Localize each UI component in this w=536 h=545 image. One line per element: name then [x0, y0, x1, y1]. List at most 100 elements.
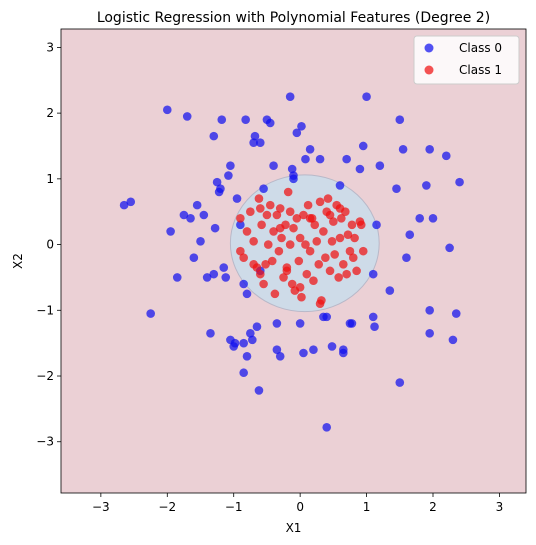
- class-0-point: [199, 210, 209, 220]
- class-0-point: [342, 154, 351, 164]
- class-1-point: [337, 213, 346, 223]
- class-0-point: [425, 144, 434, 154]
- y-tick-label: −2: [36, 369, 54, 383]
- class-1-point: [315, 197, 325, 207]
- class-0-point: [327, 342, 337, 351]
- class-1-point: [246, 207, 255, 217]
- class-0-point: [259, 184, 268, 194]
- class-0-point: [126, 197, 136, 207]
- class-0-point: [395, 378, 405, 387]
- class-0-point: [287, 164, 297, 174]
- x-tick-label: 1: [363, 500, 371, 514]
- class-1-point: [348, 253, 358, 263]
- x-tick-label: 2: [429, 500, 437, 514]
- class-0-point: [196, 236, 205, 246]
- class-0-point: [295, 319, 305, 328]
- class-0-point: [385, 286, 395, 295]
- class-1-point: [335, 233, 345, 243]
- class-1-point: [287, 279, 297, 289]
- class-0-point: [254, 386, 264, 395]
- class-1-point: [236, 213, 245, 223]
- class-1-point: [303, 200, 313, 210]
- class-0-point: [192, 200, 202, 210]
- class-1-point: [249, 236, 258, 246]
- chart-title: Logistic Regression with Polynomial Feat…: [97, 10, 490, 26]
- class-0-point: [347, 319, 357, 328]
- y-tick-label: 2: [46, 106, 54, 120]
- class-1-point: [254, 194, 264, 203]
- class-0-point: [217, 115, 227, 124]
- class-0-point: [248, 335, 257, 345]
- class-0-point: [246, 328, 255, 338]
- class-0-point: [392, 184, 401, 194]
- class-0-point: [221, 273, 231, 282]
- class-0-point: [425, 305, 434, 315]
- class-0-point: [209, 269, 219, 279]
- class-0-point: [402, 253, 411, 263]
- class-0-point: [206, 328, 215, 338]
- y-tick-label: 3: [46, 40, 54, 54]
- class-1-point: [257, 220, 266, 230]
- class-0-point: [209, 131, 219, 141]
- class-1-point: [239, 253, 248, 263]
- points-layer: [119, 92, 464, 432]
- class-0-point: [315, 154, 325, 164]
- class-1-point: [342, 269, 351, 279]
- class-1-point: [285, 240, 295, 249]
- class-0-point: [272, 345, 282, 355]
- legend: Class 0 Class 1: [413, 35, 520, 85]
- class-0-point: [405, 230, 415, 240]
- class-1-point: [352, 266, 361, 276]
- class-0-point: [305, 144, 315, 154]
- class-1-point: [275, 223, 285, 233]
- class-1-point: [350, 233, 359, 243]
- class-0-point: [398, 144, 408, 154]
- class-1-point: [302, 269, 312, 279]
- class-0-point: [425, 328, 434, 338]
- class-0-point: [241, 115, 250, 124]
- class-1-point: [309, 276, 318, 286]
- class-1-point: [282, 266, 292, 276]
- class-1-point: [289, 223, 298, 233]
- class-1-point: [305, 246, 315, 256]
- class-1-point: [325, 266, 335, 276]
- class-0-point: [210, 223, 220, 233]
- y-tick-label: −1: [36, 303, 54, 317]
- class-1-point: [330, 250, 339, 259]
- class-1-point: [312, 236, 322, 246]
- class-1-point: [325, 210, 335, 220]
- class-1-point: [315, 299, 325, 309]
- class-1-point: [279, 273, 288, 282]
- class-0-point: [252, 322, 262, 332]
- class-0-point: [242, 351, 252, 361]
- class-1-point: [275, 204, 285, 213]
- class-0-point: [451, 309, 461, 318]
- class-1-point: [339, 259, 348, 269]
- class-0-point: [202, 273, 212, 282]
- class-0-point: [309, 345, 318, 355]
- class-0-point: [445, 243, 454, 253]
- class-0-point: [355, 164, 365, 174]
- class-1-point: [327, 236, 337, 246]
- class-0-point: [422, 181, 431, 190]
- class-1-point: [347, 220, 357, 230]
- class-0-point: [179, 210, 189, 220]
- class-0-point: [448, 335, 458, 345]
- class-0-point: [415, 213, 425, 223]
- class-1-point: [323, 194, 333, 203]
- class-1-point: [301, 240, 310, 249]
- class-1-point: [305, 213, 315, 223]
- class-0-point: [339, 348, 348, 358]
- class-0-point: [368, 312, 378, 322]
- class-1-point: [310, 220, 320, 230]
- class-0-point: [299, 348, 308, 358]
- class-0-point: [335, 181, 345, 190]
- class-0-point: [358, 141, 368, 151]
- class-0-point: [212, 177, 222, 187]
- class-1-point: [272, 210, 282, 220]
- class-1-point: [356, 220, 366, 230]
- class-1-point: [329, 217, 338, 226]
- y-tick-label: 1: [46, 172, 54, 186]
- class-0-point: [119, 200, 129, 210]
- class-0-point: [189, 253, 199, 263]
